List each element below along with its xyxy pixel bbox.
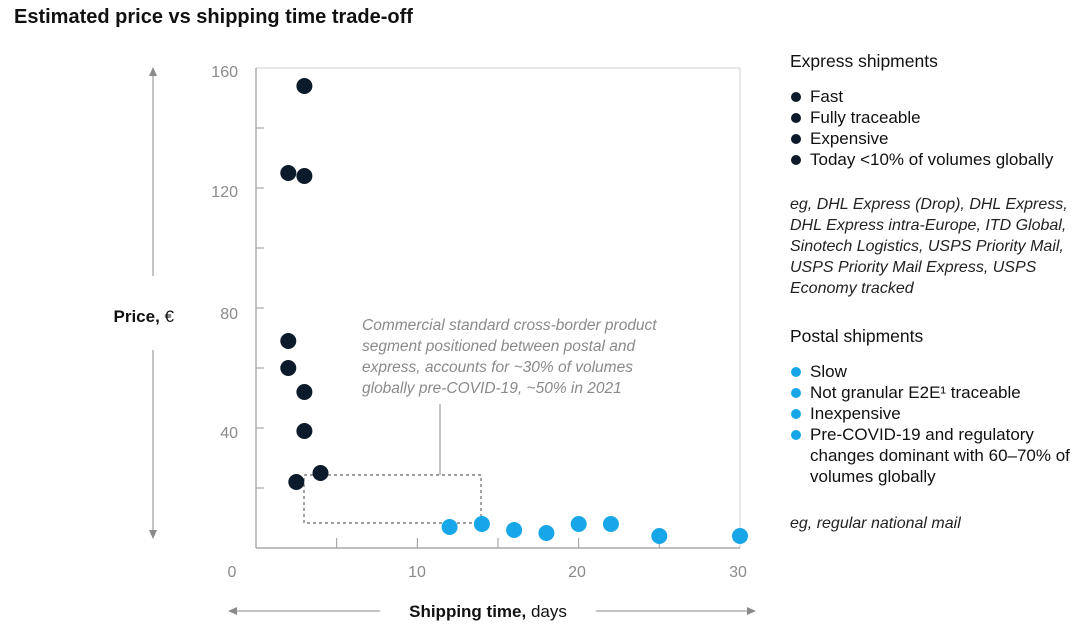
bullet-dot-icon: [791, 92, 801, 102]
express-legend-item: Expensive: [790, 128, 1075, 149]
bullet-dot-icon: [791, 430, 801, 440]
postal-data-point: [602, 516, 619, 532]
x-tick-label: 0: [228, 564, 237, 581]
bullet-dot-icon: [791, 134, 801, 144]
express-data-point: [280, 333, 297, 349]
y-axis-label: Price, €: [113, 307, 174, 326]
x-tick-label: 20: [568, 564, 586, 581]
express-data-point: [296, 384, 313, 400]
express-data-point: [280, 165, 297, 181]
express-legend-item: Fully traceable: [790, 107, 1075, 128]
x-axis-label: Shipping time, days: [409, 602, 567, 621]
express-data-point: [312, 465, 329, 481]
x-axis-label-unit: days: [531, 602, 567, 621]
y-tick-marks: [256, 127, 264, 489]
express-legend-item-text: Expensive: [810, 129, 889, 148]
chart-title: Estimated price vs shipping time trade-o…: [14, 6, 413, 28]
postal-examples: eg, regular national mail: [790, 515, 961, 532]
x-tick-marks: [336, 538, 660, 548]
x-tick-label: 10: [408, 564, 426, 581]
express-data-point: [280, 360, 297, 376]
x-arrow-left-head: [228, 607, 237, 615]
express-data-point: [296, 423, 313, 439]
postal-legend-heading: Postal shipments: [790, 326, 924, 346]
postal-legend-item-text: Not granular E2E¹ traceable: [810, 383, 1021, 402]
postal-data-point: [473, 516, 490, 532]
postal-legend-list: Slow Not granular E2E¹ traceable Inexpen…: [790, 361, 1075, 487]
y-tick-label: 160: [211, 64, 238, 81]
data-points: [280, 78, 748, 544]
y-axis-label-bold: Price,: [113, 307, 159, 326]
x-axis-label-bold: Shipping time,: [409, 602, 526, 621]
bullet-dot-icon: [791, 113, 801, 123]
legend: Express shipments Fast Fully traceable E…: [790, 50, 1075, 534]
y-arrow-down-head: [149, 530, 157, 539]
postal-legend-item-text: Slow: [810, 362, 847, 381]
bullet-dot-icon: [791, 367, 801, 377]
express-data-point: [296, 78, 313, 94]
y-tick-label: 40: [220, 425, 238, 442]
express-legend-item: Today <10% of volumes globally: [790, 149, 1075, 170]
postal-data-point: [570, 516, 587, 532]
postal-data-point: [441, 519, 458, 535]
annotation-line: Commercial standard cross-border product: [362, 317, 657, 334]
postal-legend-item: Slow: [790, 361, 1075, 382]
postal-legend-item-text: Inexpensive: [810, 404, 901, 423]
x-tick-label: 30: [729, 564, 747, 581]
express-legend-item-text: Fast: [810, 87, 844, 106]
express-legend-item: Fast: [790, 86, 1075, 107]
express-legend-list: Fast Fully traceable Expensive Today <10…: [790, 86, 1075, 170]
postal-legend-item: Pre-COVID-19 and regulatory changes domi…: [790, 424, 1075, 487]
express-legend-item-text: Today <10% of volumes globally: [810, 150, 1054, 169]
x-arrow-right-head: [747, 607, 756, 615]
postal-legend-item: Not granular E2E¹ traceable: [790, 382, 1075, 403]
postal-data-point: [506, 522, 523, 538]
annotation-line: globally pre-COVID-19, ~50% in 2021: [362, 380, 622, 397]
bullet-dot-icon: [791, 409, 801, 419]
postal-data-point: [732, 528, 748, 544]
segment-dashed-box: [303, 474, 482, 524]
express-data-point: [288, 474, 305, 490]
y-tick-label: 80: [220, 306, 238, 323]
y-tick-label: 120: [211, 184, 238, 201]
y-arrow-up-head: [149, 67, 157, 76]
express-examples: eg, DHL Express (Drop), DHL Express, DHL…: [790, 196, 1068, 297]
express-legend-item-text: Fully traceable: [810, 108, 921, 127]
bullet-dot-icon: [791, 155, 801, 165]
postal-data-point: [651, 528, 668, 544]
postal-data-point: [538, 525, 555, 541]
y-axis-label-unit: €: [165, 307, 175, 326]
postal-legend-item-text: Pre-COVID-19 and regulatory changes domi…: [810, 425, 1070, 486]
express-data-point: [296, 168, 313, 184]
postal-legend-item: Inexpensive: [790, 403, 1075, 424]
express-legend-heading: Express shipments: [790, 51, 938, 71]
annotation-line: segment positioned between postal and: [362, 338, 637, 355]
annotation-line: express, accounts for ~30% of volumes: [362, 359, 633, 376]
bullet-dot-icon: [791, 388, 801, 398]
